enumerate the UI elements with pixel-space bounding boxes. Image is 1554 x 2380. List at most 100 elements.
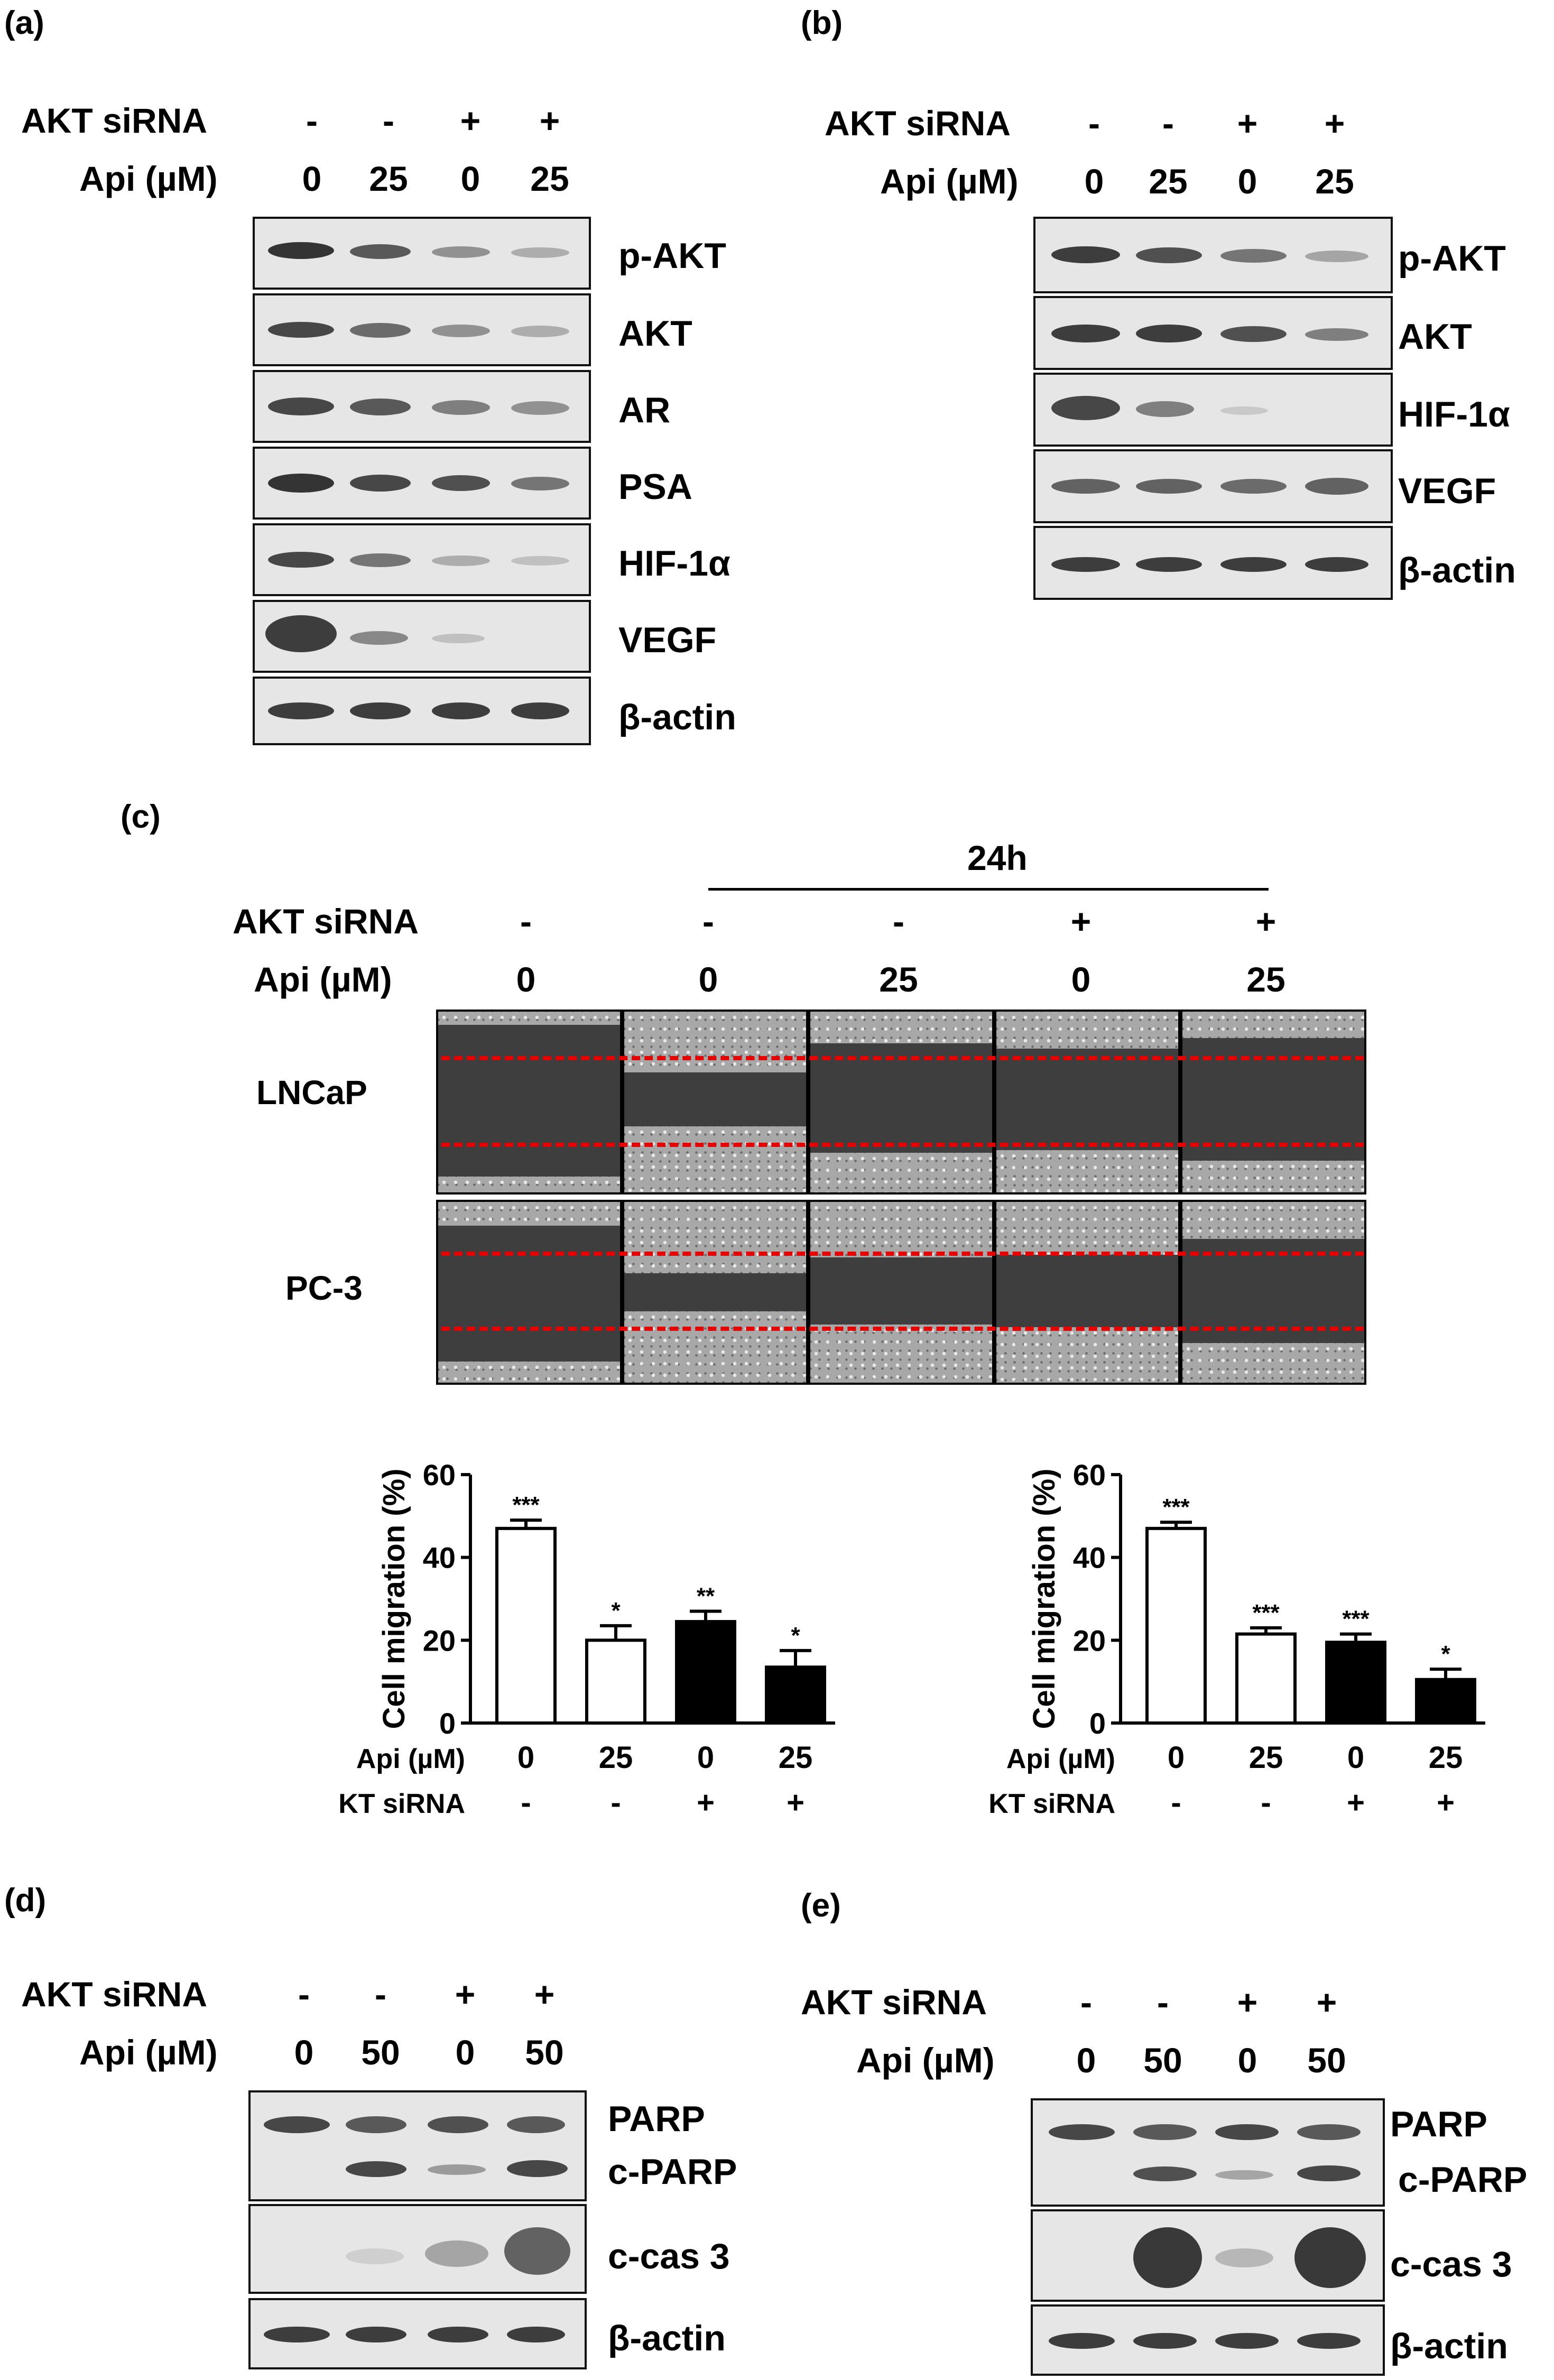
chart-right-row-label-akt: AKT siRNA [988, 1789, 1115, 1819]
chart-left-row-label-akt: AKT siRNA [338, 1789, 465, 1819]
panel-c-time-bracket [708, 888, 1269, 891]
migration-chart-lncap: 0 20 40 60 Cell migration (%) *** 0 - * 25 - ** 0 + * 2… [338, 1458, 835, 1820]
blot-e-parp [1031, 2098, 1385, 2207]
band-label-a-2: AR [618, 390, 671, 430]
panel-c-api-2: 25 [879, 960, 918, 999]
band-label-b-0: p-AKT [1398, 238, 1506, 279]
blot-b-akt [1033, 296, 1393, 370]
panel-e-akt-sirna-label: AKT siRNA [801, 1983, 987, 2022]
panel-a-api-1: 25 [369, 159, 408, 198]
panel-b-akt-2: + [1237, 104, 1258, 143]
panel-b-api-label: Api (µM) [880, 162, 1019, 201]
panel-d-akt-sirna-label: AKT siRNA [21, 1975, 208, 2014]
band-label-a-4: HIF-1α [618, 543, 730, 584]
chart-left-bar-0 [495, 1526, 557, 1725]
panel-c-api-4: 25 [1246, 960, 1285, 999]
panel-d-akt-2: + [455, 1975, 476, 2014]
blot-b-actin [1033, 526, 1393, 600]
panel-d-api-label: Api (µM) [79, 2033, 218, 2072]
chart-right-akt-label-2: + [1347, 1785, 1365, 1820]
panel-a-label: (a) [4, 5, 44, 41]
panel-e-akt-1: - [1157, 1983, 1169, 2022]
scratch-image-lncap-3 [994, 1010, 1180, 1194]
panel-e-api-3: 50 [1307, 2041, 1346, 2080]
chart-right-ytick-label-0: 0 [1089, 1707, 1106, 1740]
chart-left-api-label-2: 0 [697, 1740, 714, 1775]
chart-right-sig-1: *** [1252, 1600, 1280, 1626]
band-label-b-1: AKT [1398, 317, 1472, 357]
scratch-boundary-pc3-bottom [441, 1327, 1364, 1331]
chart-right-sig-2: *** [1342, 1606, 1370, 1632]
blot-a-psa [253, 447, 591, 520]
cell-line-label-lncap: LNCaP [256, 1073, 367, 1112]
band-label-a-1: AKT [618, 313, 692, 354]
band-label-e-3: β-actin [1390, 2326, 1508, 2366]
scratch-image-pc3-4 [1180, 1200, 1366, 1385]
chart-left-sig-1: * [611, 1598, 621, 1624]
chart-right-ytick-label-3: 60 [1073, 1458, 1106, 1492]
panel-d-akt-1: - [375, 1975, 386, 2014]
chart-right-akt-label-3: + [1437, 1785, 1455, 1820]
blot-a-actin [253, 677, 591, 745]
panel-a-api-label: Api (µM) [79, 159, 218, 198]
chart-left-sig-3: * [791, 1623, 800, 1649]
panel-a-api-0: 0 [302, 159, 322, 198]
panel-d-akt-3: + [534, 1975, 555, 2014]
panel-e-api-2: 0 [1237, 2041, 1257, 2080]
chart-left-bar-2 [675, 1620, 736, 1725]
panel-b-akt-sirna-label: AKT siRNA [825, 104, 1011, 143]
chart-right-api-label-3: 25 [1429, 1740, 1463, 1775]
chart-left-api-label-1: 25 [599, 1740, 633, 1775]
panel-c-akt-0: - [520, 902, 532, 941]
band-label-a-3: PSA [618, 467, 692, 507]
chart-right-bar-2 [1325, 1641, 1386, 1725]
panel-a-akt-1: - [383, 101, 394, 140]
panel-a-akt-0: - [306, 101, 318, 140]
blot-e-actin [1031, 2304, 1385, 2376]
panel-e-api-0: 0 [1076, 2041, 1096, 2080]
band-label-b-3: VEGF [1398, 471, 1496, 511]
panel-d-api-3: 50 [525, 2033, 564, 2072]
panel-b-api-2: 0 [1237, 162, 1257, 201]
panel-b-akt-0: - [1088, 104, 1100, 143]
panel-c-time-label: 24h [967, 838, 1028, 877]
band-label-a-0: p-AKT [618, 236, 726, 276]
scratch-image-lncap-2 [808, 1010, 994, 1194]
chart-left-ytick-label-0: 0 [439, 1707, 456, 1740]
panel-e-api-1: 50 [1143, 2041, 1182, 2080]
chart-right-sig-0: *** [1162, 1494, 1190, 1520]
blot-b-vegf [1033, 449, 1393, 523]
blot-b-hif [1033, 373, 1393, 447]
scratch-image-pc3-3 [994, 1200, 1180, 1385]
chart-right-akt-label-0: - [1171, 1785, 1181, 1820]
band-label-d-3: β-actin [608, 2318, 726, 2358]
blot-e-ccas3 [1031, 2209, 1385, 2302]
band-label-d-2: c-cas 3 [608, 2236, 730, 2276]
blot-a-ar [253, 370, 591, 443]
scratch-boundary-lncap-top [441, 1056, 1364, 1060]
chart-right-ytick-label-1: 20 [1073, 1624, 1106, 1657]
chart-left-bar-3 [765, 1665, 826, 1725]
chart-left-akt-label-3: + [787, 1785, 804, 1820]
blot-d-actin [248, 2298, 587, 2369]
chart-left-ytick-label-1: 20 [423, 1624, 456, 1657]
panel-e-api-label: Api (µM) [856, 2041, 995, 2080]
scratch-image-pc3-1 [622, 1200, 808, 1385]
panel-a-akt-2: + [460, 101, 481, 140]
band-label-b-2: HIF-1α [1398, 394, 1510, 434]
scratch-boundary-pc3-top [441, 1252, 1364, 1256]
panel-a-api-2: 0 [460, 159, 480, 198]
panel-b-akt-3: + [1324, 104, 1345, 143]
band-label-e-0: PARP [1390, 2104, 1487, 2144]
chart-left-sig-0: *** [512, 1492, 540, 1518]
panel-b-label: (b) [801, 5, 843, 41]
panel-e-akt-2: + [1237, 1983, 1258, 2022]
scratch-image-pc3-2 [808, 1200, 994, 1385]
chart-right-api-label-2: 0 [1347, 1740, 1364, 1775]
migration-chart-pc3: 0 20 40 60 Cell migration (%) *** 0 - *** 25 - *** 0… [988, 1458, 1485, 1820]
scratch-boundary-lncap-bottom [441, 1143, 1364, 1147]
panel-c-akt-sirna-label: AKT siRNA [233, 902, 419, 941]
chart-right-ytick-label-2: 40 [1073, 1541, 1106, 1575]
band-label-d-1: c-PARP [608, 2152, 737, 2192]
panel-b-api-3: 25 [1315, 162, 1354, 201]
